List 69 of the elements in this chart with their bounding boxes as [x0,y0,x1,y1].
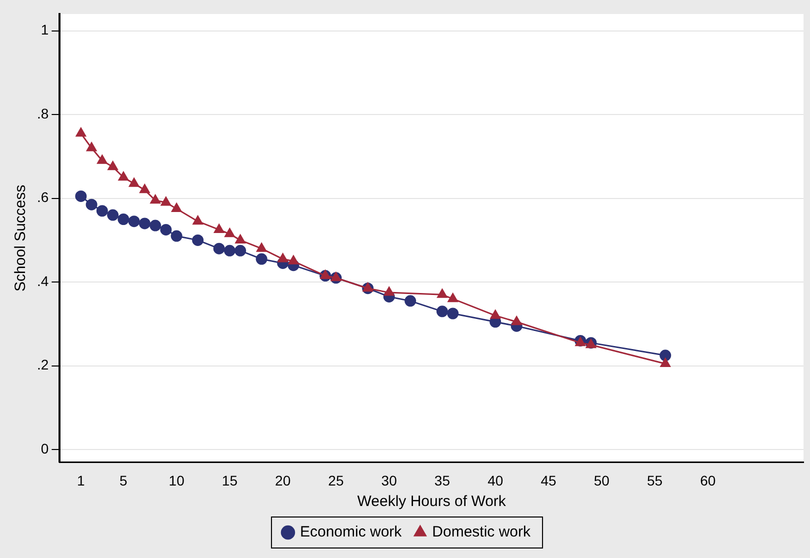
x-tick-label: 20 [275,472,291,488]
point [320,270,330,280]
point [256,242,267,252]
y-tick-label: .6 [36,189,49,206]
x-tick-label: 60 [700,472,716,488]
point [160,196,172,206]
x-tick-label: 30 [381,472,398,488]
x-tick-label: 10 [168,472,185,488]
point [490,310,500,319]
point [150,220,162,232]
point [128,216,140,228]
y-axis-title: School Success [12,184,30,292]
point [170,230,182,242]
x-axis-title: Weekly Hours of Work [357,493,506,510]
x-tick-label: 45 [540,472,556,488]
point [288,255,299,264]
x-tick-label: 40 [488,472,504,488]
point [278,253,288,262]
point [330,272,342,282]
point [171,203,182,212]
y-tick-label: .2 [36,356,49,373]
y-tick-label: .4 [36,272,49,289]
x-tick-label: 15 [222,472,238,488]
point [512,316,522,326]
x-tick-label: 55 [646,472,663,488]
point [660,358,670,368]
point [192,234,204,246]
x-tick-label: 1 [77,472,86,488]
point [224,244,236,256]
y-tick-label: 0 [40,440,49,456]
point [256,253,268,265]
point [224,228,235,238]
point [138,218,150,230]
point [447,308,459,320]
point [362,282,373,292]
point [118,172,129,181]
point [140,184,150,194]
point [118,214,130,225]
point [235,234,246,244]
point [436,306,448,318]
point [160,224,172,236]
point [75,190,87,202]
x-tick-label: 25 [328,472,344,488]
point [384,286,394,296]
point [108,161,118,170]
y-tick-label: 1 [40,22,49,38]
legend-label: Economic work [300,524,402,541]
point [213,242,225,254]
point [97,154,108,164]
x-tick-label: 50 [594,472,610,488]
point [150,194,160,204]
point [234,244,246,256]
point [660,350,672,362]
point [86,142,97,152]
point [107,209,119,221]
point [448,293,458,302]
point [214,224,224,233]
x-tick-label: 5 [120,472,128,488]
point [128,178,140,187]
point [404,295,416,307]
y-tick-label: .8 [36,105,49,122]
point [96,205,108,217]
point [192,216,203,225]
point [76,128,86,137]
legend-label: Domestic work [432,524,532,541]
point [437,288,448,298]
point [575,337,586,346]
point [86,198,98,210]
x-tick-label: 35 [434,472,450,488]
